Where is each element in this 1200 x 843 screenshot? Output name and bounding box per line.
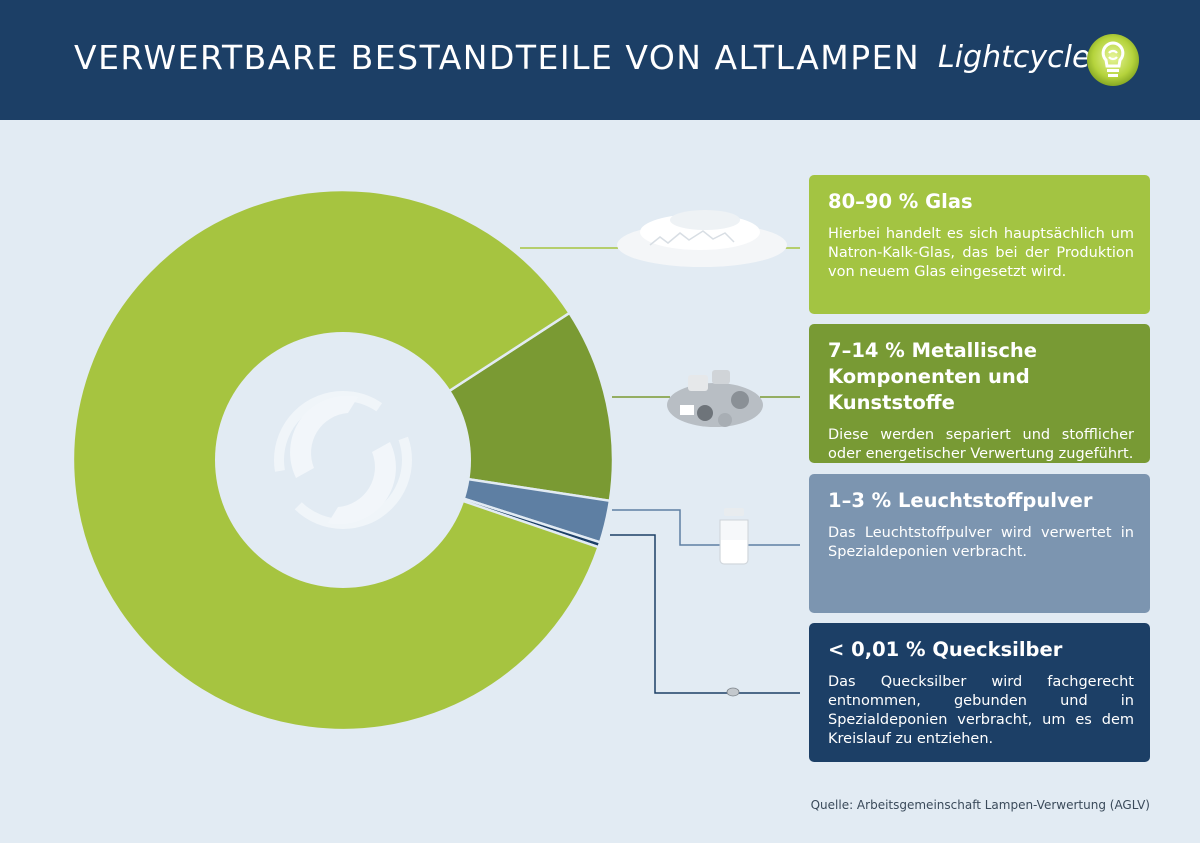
card-leuchtstoffpulver: 1–3 % Leuchtstoffpulver Das Leuchtstoffp… [809, 474, 1150, 613]
card-metal-text: Diese werden separiert und stofflicher o… [828, 427, 1134, 462]
source-note: Quelle: Arbeitsgemeinschaft Lampen-Verwe… [810, 798, 1150, 812]
card-glas-text: Hierbei handelt es sich hauptsächlich um… [828, 226, 1134, 280]
powder-jar-image [719, 508, 749, 565]
recycle-arrows-icon [274, 391, 412, 529]
card-glas-title: 80–90 % Glas [828, 190, 973, 213]
logo-text: Lightcycle [938, 40, 1091, 75]
mercury-drop-image [726, 687, 740, 697]
metal-components-image [667, 370, 763, 427]
card-quecksilber: < 0,01 % Quecksilber Das Quecksilber wir… [809, 623, 1150, 762]
pulver-connector-line [612, 509, 800, 546]
card-pulver-text: Das Leuchtstoffpulver wird verwertet in … [828, 525, 1134, 560]
page-title: VERWERTBARE BESTANDTEILE VON ALTLAMPEN [74, 38, 921, 77]
card-pulver-title: 1–3 % Leuchtstoffpulver [828, 489, 1093, 512]
donut-chart [71, 188, 800, 732]
donut-hole [215, 332, 471, 588]
card-hg-text: Das Quecksilber wird fachgerecht entnomm… [828, 674, 1134, 747]
hg-connector-line [610, 534, 800, 694]
header-bar: VERWERTBARE BESTANDTEILE VON ALTLAMPEN L… [0, 0, 1200, 120]
card-hg-title: < 0,01 % Quecksilber [828, 638, 1063, 661]
card-glas: 80–90 % Glas Hierbei handelt es sich hau… [809, 175, 1150, 314]
glass-shards-image [617, 210, 787, 267]
card-metal-title: 7–14 % Metallische Komponenten und Kunst… [828, 339, 1038, 414]
card-metal: 7–14 % Metallische Komponenten und Kunst… [809, 324, 1150, 463]
lightbulb-logo-icon [1087, 34, 1139, 86]
